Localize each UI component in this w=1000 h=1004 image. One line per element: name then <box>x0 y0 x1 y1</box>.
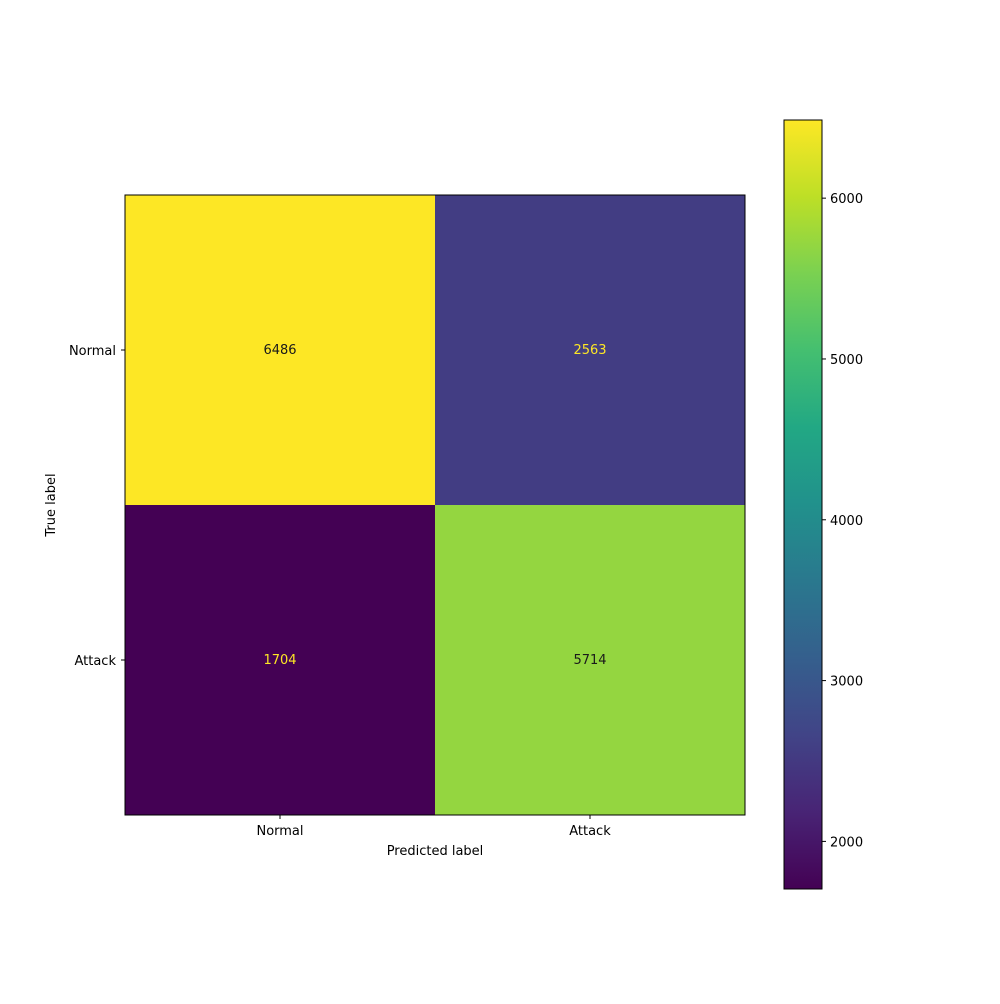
y-tick-label: Normal <box>69 344 116 359</box>
y-tick-label: Attack <box>74 654 116 669</box>
x-axis-ticks: Normal Attack <box>256 815 611 839</box>
y-axis-label: True label <box>44 473 59 537</box>
plot-frame <box>124 194 746 816</box>
y-axis-ticks: Normal Attack <box>69 344 125 669</box>
colorbar <box>783 119 823 890</box>
colorbar-tick-label: 3000 <box>830 675 863 690</box>
x-tick-label: Attack <box>569 824 611 839</box>
colorbar-tick-label: 2000 <box>830 835 863 850</box>
x-axis-label: Predicted label <box>387 844 484 859</box>
matrix-cell <box>125 505 435 815</box>
colorbar-tick-label: 6000 <box>830 192 863 207</box>
cell-value-label: 5714 <box>573 653 606 668</box>
matrix-cell <box>125 195 435 505</box>
matrix-cell <box>435 195 745 505</box>
matrix-cells: 6486 2563 1704 5714 <box>125 195 745 815</box>
x-tick-label: Normal <box>256 824 303 839</box>
cell-value-label: 1704 <box>263 653 296 668</box>
matrix-cell <box>435 505 745 815</box>
colorbar-tick-label: 5000 <box>830 353 863 368</box>
colorbar-ticks: 2000 3000 4000 5000 6000 <box>822 192 863 850</box>
cell-value-label: 6486 <box>263 343 296 358</box>
cell-value-label: 2563 <box>573 343 606 358</box>
colorbar-tick-label: 4000 <box>830 514 863 529</box>
